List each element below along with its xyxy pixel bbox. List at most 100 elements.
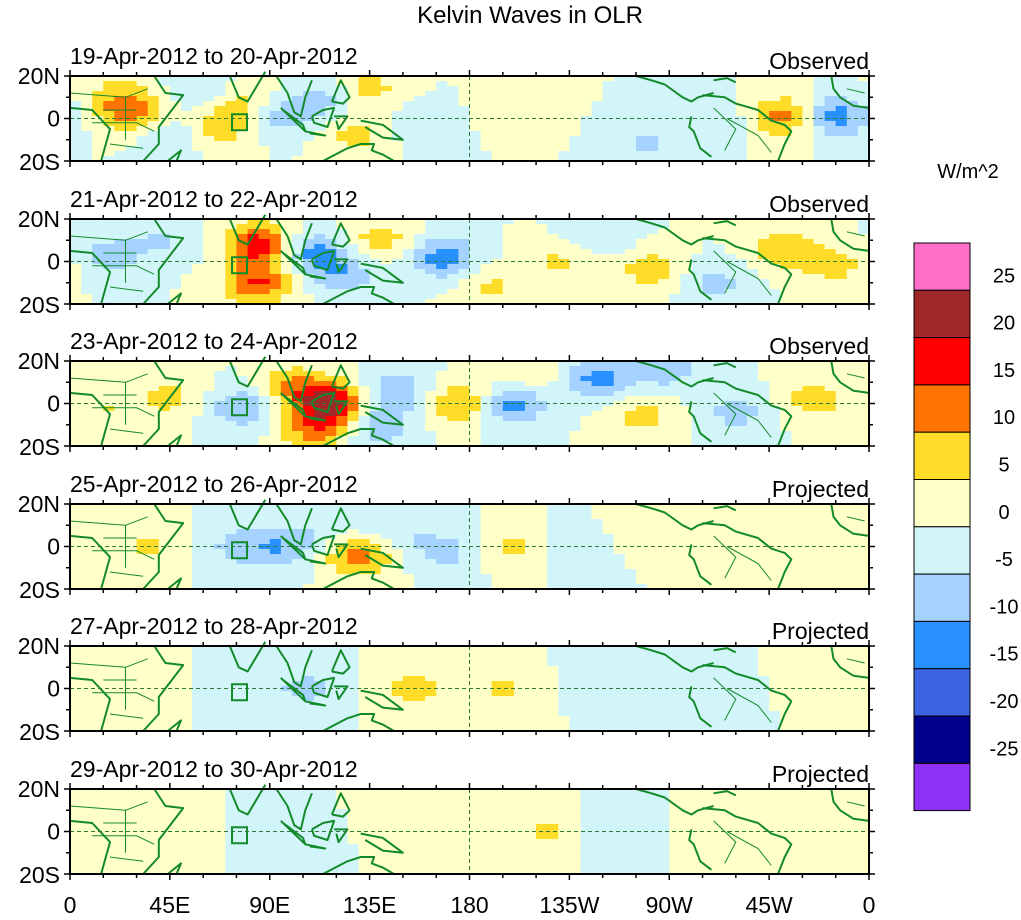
field-cell	[402, 131, 415, 137]
field-cell	[214, 361, 226, 367]
field-cell	[846, 401, 859, 407]
field-cell	[702, 219, 715, 225]
field-cell	[647, 559, 659, 565]
field-cell	[147, 91, 160, 97]
field-cell	[225, 386, 238, 392]
field-cell	[857, 224, 870, 230]
field-cell	[502, 146, 515, 152]
field-cell	[624, 534, 637, 540]
field-cell	[569, 76, 582, 82]
field-cell	[746, 386, 759, 392]
field-cell	[857, 416, 870, 422]
coastline	[69, 106, 111, 162]
field-cell	[336, 284, 349, 290]
field-cell	[380, 111, 393, 117]
field-cell	[813, 91, 826, 97]
field-cell	[192, 441, 204, 447]
coastlines	[69, 214, 870, 305]
field-cell	[103, 534, 115, 540]
field-cell	[70, 156, 82, 162]
field-cell	[70, 421, 82, 427]
field-cell	[724, 554, 737, 560]
field-cell	[158, 524, 171, 530]
field-cell	[280, 81, 293, 87]
field-cell	[114, 81, 127, 87]
field-cell	[480, 509, 493, 515]
field-cell	[214, 579, 226, 585]
field-cell	[624, 294, 637, 300]
field-cell	[536, 294, 548, 300]
field-cell	[635, 401, 648, 407]
field-cell	[325, 234, 337, 240]
field-cell	[647, 219, 659, 225]
field-cell	[225, 294, 238, 300]
field-cell	[691, 519, 704, 525]
field-cell	[203, 279, 215, 285]
field-cell	[291, 239, 304, 245]
field-cell	[735, 421, 748, 427]
field-cell	[824, 371, 837, 377]
field-cell	[358, 156, 371, 162]
field-cell	[225, 524, 238, 530]
field-cell	[791, 249, 804, 255]
field-cell	[103, 564, 115, 570]
field-cell	[846, 366, 859, 372]
field-cell	[613, 584, 626, 590]
field-cell	[70, 509, 82, 515]
field-cell	[746, 141, 759, 147]
field-cell	[713, 421, 726, 427]
field-cell	[691, 264, 704, 270]
field-cell	[647, 101, 659, 107]
field-cell	[458, 279, 471, 285]
field-cell	[347, 386, 360, 392]
field-cell	[92, 141, 104, 147]
field-cell	[158, 121, 171, 127]
field-cell	[280, 421, 293, 427]
field-cell	[513, 391, 526, 397]
field-cell	[513, 386, 526, 392]
field-cell	[247, 391, 260, 397]
field-cell	[258, 269, 271, 275]
field-cell	[147, 436, 160, 442]
field-cell	[192, 529, 204, 535]
field-cell	[824, 111, 837, 117]
field-cell	[635, 136, 648, 142]
field-cell	[458, 131, 471, 137]
field-cell	[635, 141, 648, 147]
field-cell	[669, 264, 681, 270]
field-cell	[358, 96, 371, 102]
field-cell	[746, 131, 759, 137]
field-cell	[180, 391, 193, 397]
field-cell	[336, 156, 349, 162]
field-cell	[746, 376, 759, 382]
field-cell	[791, 269, 804, 275]
field-cell	[480, 254, 493, 260]
field-cell	[547, 519, 559, 525]
field-cell	[746, 396, 759, 402]
field-cell	[180, 299, 193, 305]
field-cell	[702, 539, 715, 545]
field-cell	[81, 131, 93, 137]
field-cell	[92, 361, 104, 367]
field-cell	[780, 269, 792, 275]
field-cell	[635, 441, 648, 447]
field-cell	[436, 219, 448, 225]
field-cell	[103, 386, 115, 392]
field-cell	[647, 274, 659, 280]
field-cell	[81, 579, 93, 585]
field-cell	[314, 156, 326, 162]
field-cell	[802, 416, 815, 422]
field-cell	[436, 224, 448, 230]
field-cell	[336, 564, 349, 570]
field-cell	[635, 116, 648, 122]
field-cell	[358, 574, 371, 580]
field-cell	[480, 96, 493, 102]
field-cell	[180, 519, 193, 525]
field-cell	[769, 141, 781, 147]
field-cell	[402, 106, 415, 112]
field-cell	[824, 254, 837, 260]
field-cell	[225, 519, 238, 525]
field-cell	[524, 116, 537, 122]
field-cell	[380, 534, 393, 540]
